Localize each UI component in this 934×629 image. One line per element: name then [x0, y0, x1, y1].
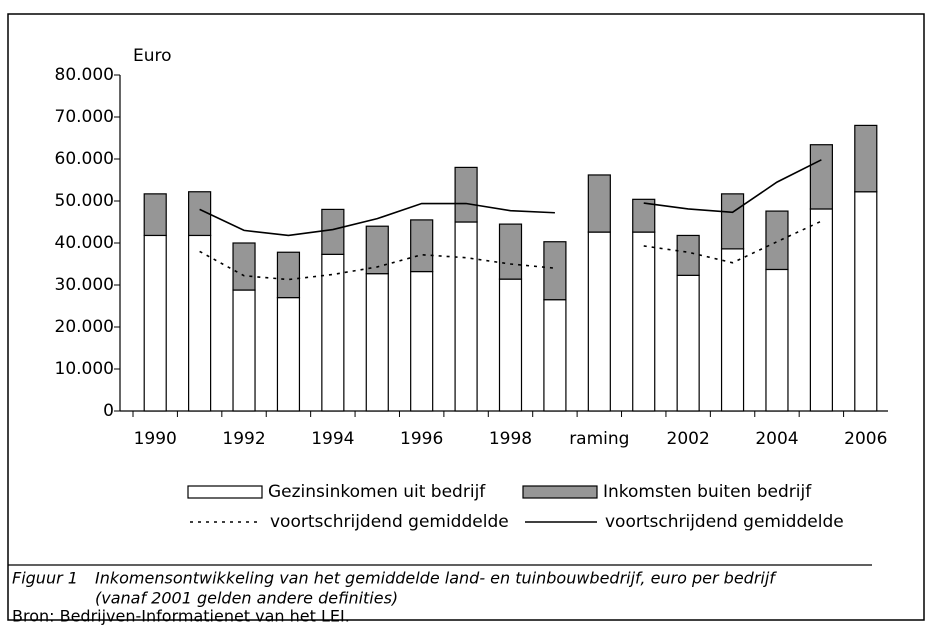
bar-segment [632, 231, 656, 412]
bar-segment [276, 251, 301, 299]
x-tick-label: 1992 [222, 429, 265, 449]
legend-label: voortschrijdend gemiddelde [270, 512, 509, 532]
bar-segment [587, 174, 611, 233]
bar-segment [587, 231, 611, 412]
bar-segment [543, 299, 567, 412]
y-tick-label: 50.000 [55, 191, 114, 211]
legend-label: Gezinsinkomen uit bedrijf [268, 482, 486, 502]
bar-segment [143, 193, 167, 237]
legend-swatch [522, 485, 598, 499]
bar-segment [188, 234, 212, 412]
bar-segment [232, 242, 256, 291]
bar-segment [410, 219, 434, 273]
bar-segment [632, 198, 656, 233]
bar-segment [676, 234, 700, 276]
moving-average-line [643, 159, 822, 214]
caption-note: (vanaf 2001 gelden andere definities) [95, 589, 398, 608]
bar-segment [809, 208, 833, 412]
bar-segment [321, 208, 345, 255]
bar-segment [720, 193, 745, 250]
legend-label: Inkomsten buiten bedrijf [603, 482, 812, 502]
bar-segment [498, 223, 523, 280]
bar-segment [365, 225, 389, 275]
x-tick-label: 2002 [667, 429, 710, 449]
y-axis-label: Euro [133, 46, 172, 66]
x-tick-label: 1996 [400, 429, 443, 449]
bar-segment [143, 234, 167, 412]
legend-label: voortschrijdend gemiddelde [605, 512, 844, 532]
x-tick-label: 2004 [755, 429, 798, 449]
y-tick-label: 40.000 [55, 233, 114, 253]
y-tick-label: 30.000 [55, 275, 114, 295]
y-tick-label: 0 [103, 401, 114, 421]
bar-segment [809, 144, 833, 210]
x-tick-label: 1994 [311, 429, 354, 449]
x-tick-label: raming [569, 429, 629, 449]
bar-segment [498, 278, 523, 412]
moving-average-line [643, 220, 822, 264]
caption-source: Bron: Bedrijven-Informatienet van het LE… [12, 607, 350, 626]
bar-segment [765, 268, 789, 412]
y-tick-label: 80.000 [55, 65, 114, 85]
x-tick-label: 1990 [134, 429, 177, 449]
bar-segment [276, 297, 301, 412]
bar-segment [854, 191, 878, 412]
y-tick-label: 10.000 [55, 359, 114, 379]
bar-segment [232, 289, 256, 412]
legend-swatch [187, 485, 263, 499]
bar-segment [454, 221, 478, 412]
bar-segment [676, 274, 700, 412]
bar-segment [720, 248, 745, 412]
bar-segment [765, 210, 789, 271]
bar-segment [454, 166, 478, 223]
moving-average-line [199, 202, 555, 237]
bar-segment [410, 270, 434, 412]
bar-segment [854, 124, 878, 193]
moving-average-line [199, 250, 555, 281]
x-tick-label: 1998 [489, 429, 532, 449]
caption-text: Inkomensontwikkeling van het gemiddelde … [95, 569, 777, 588]
bar-segment [365, 273, 389, 412]
y-tick-label: 70.000 [55, 107, 114, 127]
bar-segment [543, 241, 567, 301]
y-tick-label: 20.000 [55, 317, 114, 337]
bar-segment [321, 253, 345, 412]
y-tick-label: 60.000 [55, 149, 114, 169]
x-tick-label: 2006 [844, 429, 887, 449]
bar-segment [188, 191, 212, 237]
caption-label: Figuur 1 [12, 569, 78, 588]
